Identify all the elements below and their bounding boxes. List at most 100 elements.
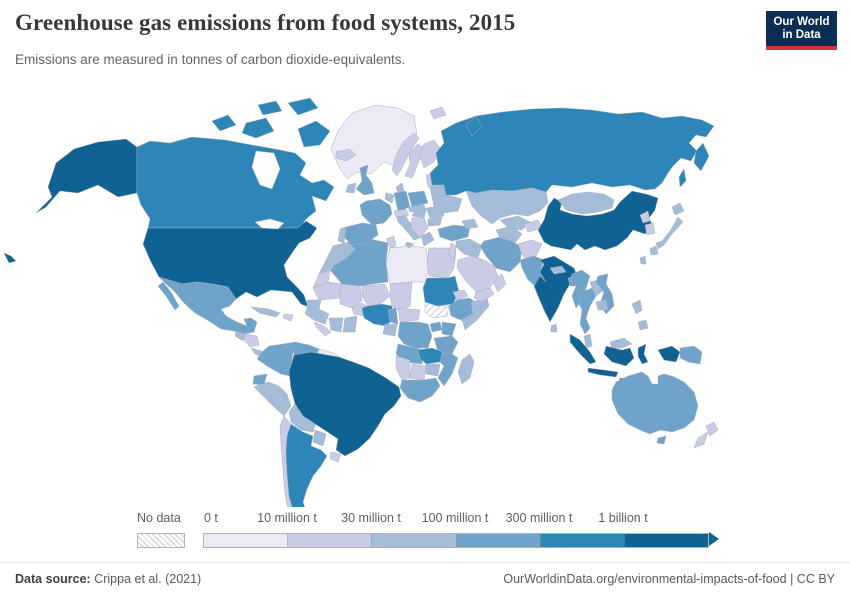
country-south-korea[interactable] [644,222,656,236]
country-caucasus[interactable] [461,218,479,230]
country-sudan[interactable] [422,275,460,307]
legend-bin-4[interactable] [540,534,625,547]
country-taiwan[interactable] [639,255,647,265]
country-turkey[interactable] [437,224,471,242]
country-norway[interactable] [391,132,420,177]
legend-bin-5[interactable] [624,534,709,547]
country-italy-sicily[interactable] [404,241,415,249]
country-honduras-nicaragua[interactable] [243,333,260,348]
country-namibia[interactable] [395,355,411,381]
country-malawi-mozambique[interactable] [437,351,459,387]
country-guinea[interactable] [304,307,330,325]
country-papua-new-guinea[interactable] [679,345,703,365]
country-north-korea[interactable] [639,210,651,224]
legend-bin-3[interactable] [456,534,541,547]
country-zimbabwe[interactable] [425,363,441,377]
country-mexico[interactable] [158,276,258,335]
country-malaysia-peninsula[interactable] [583,333,593,349]
country-somalia[interactable] [460,297,490,331]
country-portugal[interactable] [337,226,347,244]
country-uk[interactable] [355,164,375,196]
country-canada-arctic2[interactable] [257,100,283,116]
country-sweden[interactable] [404,143,425,179]
country-nepal[interactable] [549,265,567,275]
country-peru[interactable] [253,381,292,417]
country-paraguay[interactable] [312,429,327,447]
country-russia-novaya-zemlya[interactable] [465,116,483,137]
country-germany[interactable] [393,190,411,212]
country-botswana[interactable] [409,363,427,381]
country-gabon-congo[interactable] [382,323,398,337]
country-poland[interactable] [407,190,429,208]
country-saudi-arabia[interactable] [456,255,499,293]
country-uganda[interactable] [429,321,443,333]
country-eritrea[interactable] [452,289,469,301]
country-ireland[interactable] [345,182,357,194]
country-japan-kyushu[interactable] [649,245,659,256]
country-cuba[interactable] [250,306,281,318]
country-levant[interactable] [448,242,457,261]
country-indonesia-sumatra[interactable] [569,333,597,365]
country-indonesia-kalimantan[interactable] [603,345,635,367]
country-chad[interactable] [389,281,413,312]
country-australia[interactable] [611,371,699,435]
country-denmark[interactable] [395,182,405,194]
country-canada-ellesmere[interactable] [287,97,319,116]
country-new-zealand-north[interactable] [705,421,719,437]
country-madagascar[interactable] [457,353,475,385]
country-russia-kamchatka[interactable] [693,142,710,172]
country-japan-hokkaido[interactable] [671,202,685,216]
country-belarus[interactable] [429,184,447,198]
country-tanzania[interactable] [433,335,459,355]
country-philippines-luzon[interactable] [631,299,643,315]
country-russia-sakhalin[interactable] [678,168,687,188]
country-drc[interactable] [397,321,433,349]
country-kazakhstan[interactable] [465,187,549,225]
country-iraq-syria[interactable] [455,238,483,259]
country-indonesia-java[interactable] [587,367,619,378]
country-canada-victoria[interactable] [241,117,275,139]
country-finland[interactable] [419,139,441,169]
country-greece[interactable] [420,231,435,247]
country-colombia[interactable] [256,343,295,378]
country-afghanistan[interactable] [517,239,543,259]
country-south-sudan[interactable] [424,301,450,319]
legend-bin-0[interactable] [204,534,289,547]
country-bulgaria[interactable] [427,216,443,227]
country-canada-arctic1[interactable] [211,114,237,132]
country-cambodia[interactable] [595,299,609,311]
legend-no-data-swatch[interactable] [137,533,185,548]
country-indonesia-sulawesi[interactable] [637,343,649,365]
country-japan-honshu[interactable] [655,216,684,250]
country-canada-baffin[interactable] [297,120,331,148]
country-canada[interactable] [136,136,335,229]
country-switzerland-austria[interactable] [393,208,410,218]
country-sri-lanka[interactable] [550,323,558,333]
country-hawaii[interactable] [3,252,17,264]
country-spain[interactable] [343,222,379,246]
country-svalbard[interactable] [429,106,447,120]
country-new-zealand-south[interactable] [693,431,709,449]
country-oman[interactable] [493,273,507,293]
country-ivory-coast[interactable] [328,317,344,333]
country-thailand[interactable] [577,287,597,335]
country-cameroon[interactable] [387,307,399,325]
country-iceland[interactable] [335,148,357,162]
country-india[interactable] [533,255,579,323]
country-tunisia[interactable] [385,235,397,249]
country-south-africa[interactable] [399,377,441,403]
country-mexico-baja[interactable] [157,281,180,311]
owid-logo[interactable]: Our World in Data [766,11,837,50]
country-uruguay[interactable] [329,451,342,463]
country-central-african-republic[interactable] [397,307,421,323]
country-yemen[interactable] [473,287,495,303]
legend-bin-2[interactable] [372,534,457,547]
country-alaska[interactable] [35,138,138,214]
country-sierra-leone-liberia[interactable] [313,321,332,337]
country-mongolia[interactable] [557,191,615,215]
country-bolivia[interactable] [288,403,316,433]
country-balkans[interactable] [410,217,429,239]
country-argentina[interactable] [285,423,328,507]
country-niger[interactable] [361,283,391,307]
country-ghana[interactable] [342,315,358,333]
